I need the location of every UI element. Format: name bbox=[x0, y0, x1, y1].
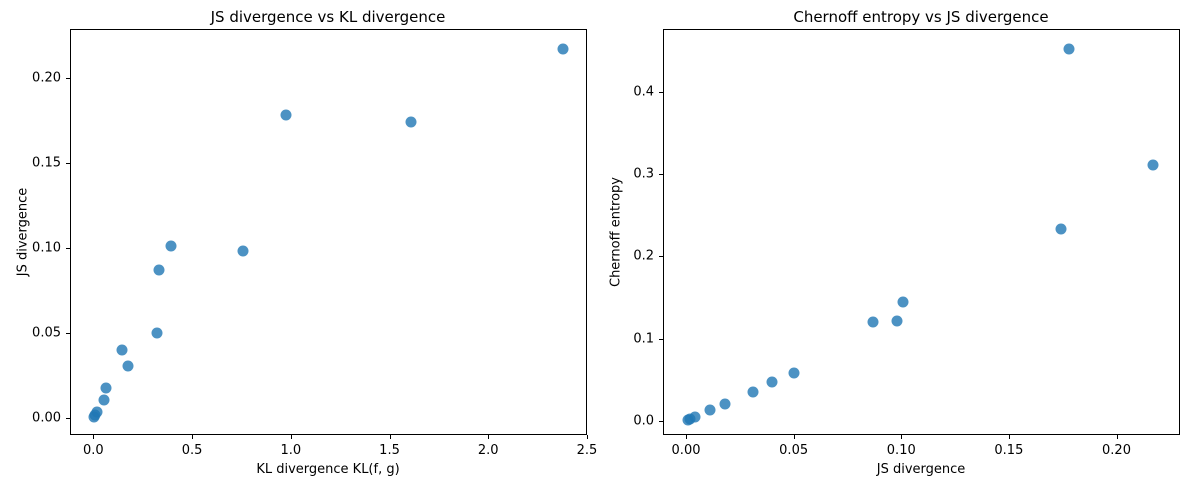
y-tick-label: 0.0 bbox=[633, 413, 654, 429]
right-plot-ylabel: Chernoff entropy bbox=[608, 176, 624, 288]
data-point bbox=[151, 327, 163, 339]
x-tick-mark bbox=[587, 435, 588, 439]
y-tick-mark bbox=[66, 248, 70, 250]
left-plot-area bbox=[70, 29, 587, 435]
right-plot-xlabel: JS divergence bbox=[876, 462, 966, 477]
data-point bbox=[100, 382, 112, 394]
x-tick-mark bbox=[290, 435, 292, 439]
y-tick-label: 0.2 bbox=[633, 248, 654, 264]
data-point bbox=[557, 43, 569, 55]
right-plot-title: Chernoff entropy vs JS divergence bbox=[793, 8, 1049, 26]
data-point bbox=[98, 394, 110, 406]
y-tick-label: 0.1 bbox=[633, 331, 654, 347]
x-tick-mark bbox=[901, 435, 903, 439]
left-plot-ylabel: JS divergence bbox=[15, 187, 31, 277]
y-tick-mark bbox=[66, 333, 70, 335]
y-tick-label: 0.20 bbox=[32, 70, 61, 86]
x-tick-label: 0.5 bbox=[181, 443, 203, 458]
data-point bbox=[1063, 43, 1075, 55]
x-tick-mark bbox=[1116, 435, 1118, 439]
x-tick-mark bbox=[686, 435, 688, 439]
y-tick-label: 0.05 bbox=[32, 325, 61, 341]
x-tick-label: 2.5 bbox=[576, 443, 598, 458]
left-plot-title: JS divergence vs KL divergence bbox=[210, 8, 446, 26]
left-plot-xlabel: KL divergence KL(f, g) bbox=[256, 462, 400, 477]
data-point bbox=[766, 376, 778, 388]
x-tick-label: 0.0 bbox=[82, 443, 104, 458]
x-tick-mark bbox=[488, 435, 490, 439]
data-point bbox=[122, 360, 134, 372]
data-point bbox=[689, 411, 701, 423]
x-tick-label: 0.00 bbox=[671, 443, 701, 458]
data-point bbox=[719, 398, 731, 410]
y-tick-label: 0.00 bbox=[32, 410, 61, 426]
data-point bbox=[405, 116, 417, 128]
right-plot-area bbox=[663, 29, 1180, 435]
x-tick-label: 0.20 bbox=[1102, 443, 1131, 458]
data-point bbox=[867, 316, 879, 328]
data-point bbox=[153, 264, 165, 276]
x-tick-label: 0.05 bbox=[779, 443, 809, 458]
data-point bbox=[704, 404, 716, 416]
x-tick-label: 0.15 bbox=[994, 443, 1024, 458]
y-tick-label: 0.3 bbox=[633, 166, 654, 182]
y-tick-mark bbox=[66, 77, 70, 79]
data-point bbox=[237, 245, 249, 257]
y-tick-mark bbox=[659, 338, 663, 340]
data-point bbox=[747, 386, 759, 398]
y-tick-label: 0.4 bbox=[633, 84, 654, 100]
y-tick-label: 0.15 bbox=[32, 155, 61, 171]
y-tick-label: 0.10 bbox=[32, 240, 61, 256]
data-point bbox=[1055, 223, 1067, 235]
x-tick-label: 2.0 bbox=[477, 443, 499, 458]
y-tick-mark bbox=[659, 256, 663, 258]
x-tick-mark bbox=[192, 435, 194, 439]
x-tick-mark bbox=[1008, 435, 1010, 439]
y-tick-mark bbox=[659, 173, 663, 175]
y-tick-mark bbox=[659, 421, 663, 422]
x-tick-label: 1.0 bbox=[280, 443, 302, 458]
y-tick-mark bbox=[66, 162, 70, 164]
data-point bbox=[788, 367, 800, 379]
data-point bbox=[280, 109, 292, 121]
x-tick-mark bbox=[389, 435, 391, 439]
data-point bbox=[91, 406, 103, 417]
data-point bbox=[1147, 159, 1159, 171]
x-tick-label: 1.5 bbox=[379, 443, 400, 458]
y-tick-mark bbox=[66, 418, 70, 420]
x-tick-mark bbox=[93, 435, 95, 439]
x-tick-mark bbox=[793, 435, 795, 439]
data-point bbox=[897, 296, 909, 308]
data-point bbox=[116, 344, 128, 356]
y-tick-mark bbox=[659, 91, 663, 93]
data-point bbox=[165, 240, 177, 252]
data-point bbox=[891, 315, 903, 327]
x-tick-label: 0.10 bbox=[886, 443, 916, 458]
